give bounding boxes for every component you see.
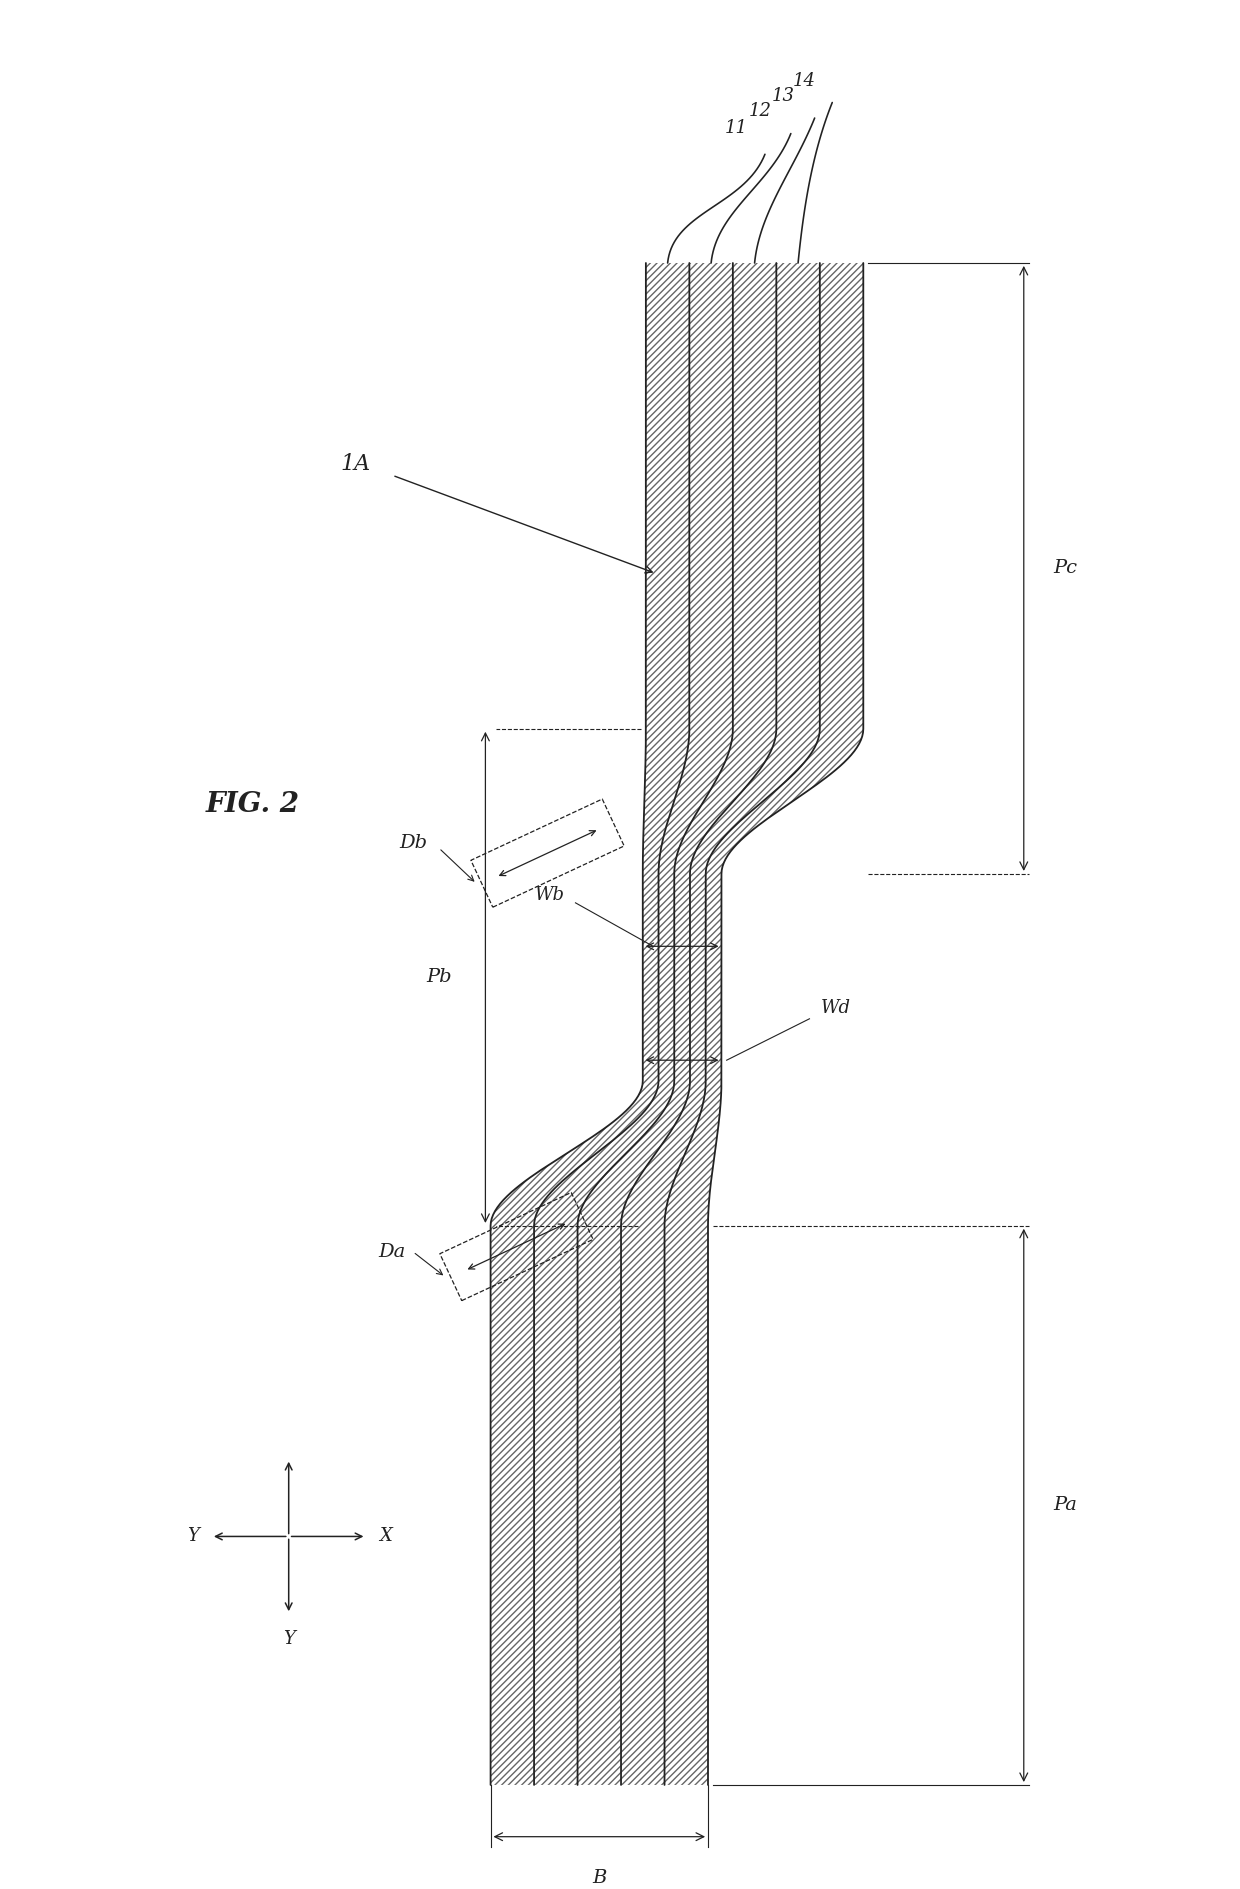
Text: FIG. 2: FIG. 2 [206,791,300,818]
Text: Da: Da [378,1243,405,1260]
Text: Wb: Wb [534,886,564,903]
Polygon shape [491,263,689,1785]
Text: 12: 12 [748,102,771,121]
Text: Pb: Pb [427,969,451,986]
Polygon shape [578,263,776,1785]
Text: Y: Y [187,1528,198,1545]
Text: Db: Db [399,833,427,852]
Text: B: B [593,1868,606,1887]
Text: 1A: 1A [341,453,371,474]
Text: X: X [378,1528,392,1545]
Polygon shape [621,263,820,1785]
Text: 11: 11 [724,119,748,136]
Text: 13: 13 [773,87,795,104]
Text: 14: 14 [792,72,816,91]
Text: Y: Y [283,1630,295,1647]
Text: Wd: Wd [821,999,851,1018]
Polygon shape [534,263,733,1785]
Polygon shape [665,263,863,1785]
Text: Pc: Pc [1053,559,1078,578]
Text: Pa: Pa [1053,1496,1078,1515]
